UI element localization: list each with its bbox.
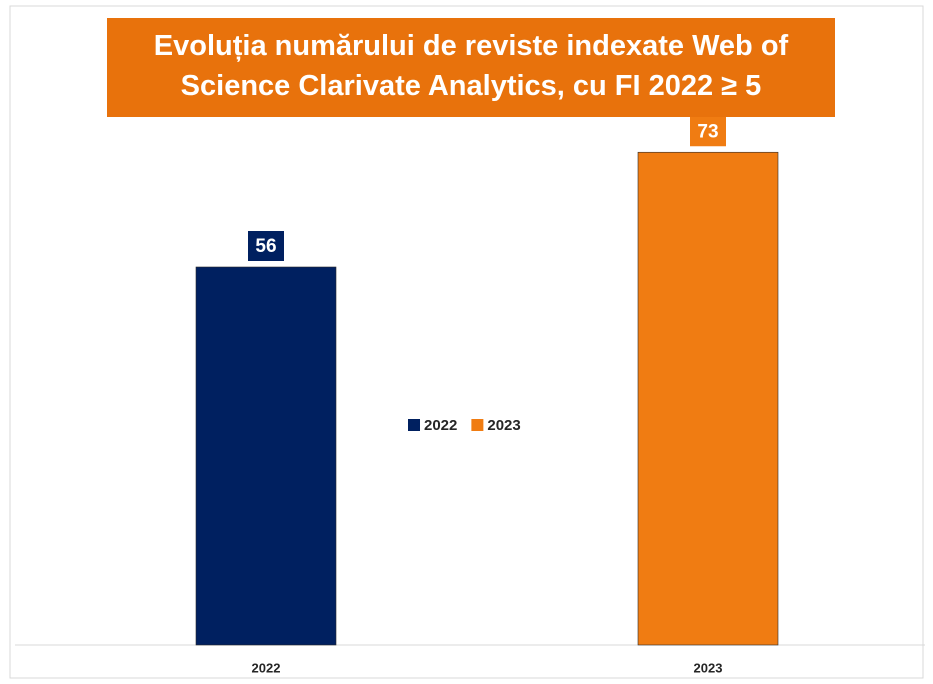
bar — [195, 266, 337, 646]
legend-swatch — [408, 419, 420, 431]
data-label: 56 — [255, 236, 276, 257]
legend-label: 2023 — [487, 417, 520, 434]
x-tick-label: 2023 — [694, 660, 723, 675]
legend-label: 2022 — [424, 417, 457, 434]
data-label: 73 — [697, 121, 718, 142]
bar — [637, 151, 779, 646]
data-label-box — [248, 231, 284, 261]
x-tick-label: 2022 — [252, 660, 281, 675]
chart-border — [9, 5, 924, 679]
data-label-box — [690, 116, 726, 147]
legend-swatch — [471, 419, 484, 431]
chart-title: Evoluția numărului de reviste indexate W… — [107, 18, 835, 117]
